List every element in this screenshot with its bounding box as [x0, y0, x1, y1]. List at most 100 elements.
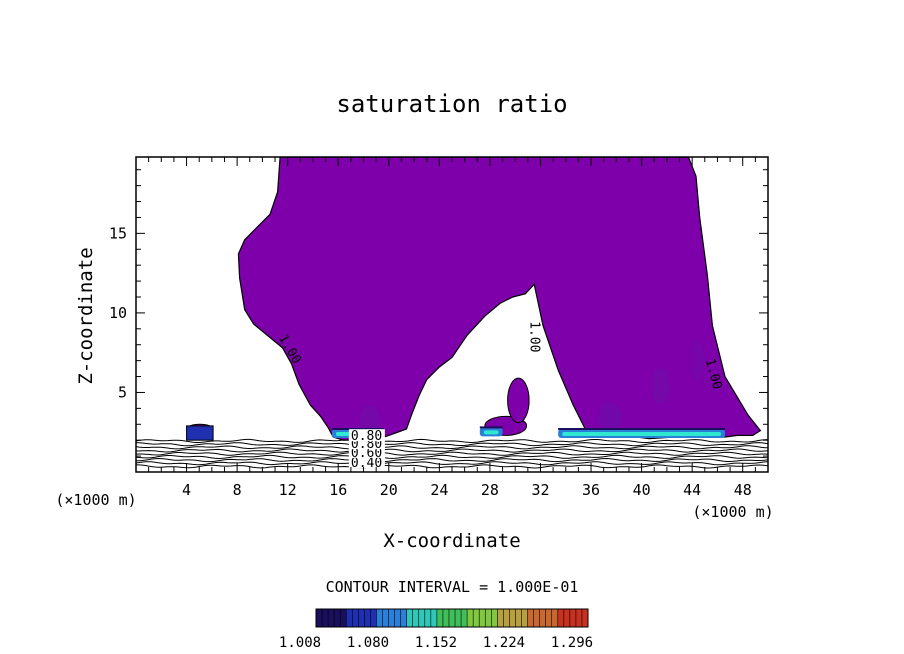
- x-tick-label-4: 4: [182, 481, 191, 499]
- plot-inner: 0.400.600.800.801.00 1.001.00: [136, 157, 768, 471]
- high-ratio-edge-0: [331, 428, 384, 430]
- colorbar-cell-29: [491, 609, 498, 627]
- inner-shade-2: [651, 368, 670, 405]
- x-tick-label-44: 44: [683, 481, 701, 499]
- colorbar-cell-37: [539, 609, 547, 627]
- x-unit-left: (×1000 m): [55, 491, 136, 509]
- colorbar-cell-43: [575, 609, 583, 627]
- colorbar-cell-13: [394, 609, 402, 627]
- colorbar: 1.008 1.080 1.152 1.224 1.296: [279, 608, 593, 651]
- saturated-region: [237, 157, 762, 441]
- colorbar-cell-40: [557, 609, 565, 627]
- colorbar-cell-21: [442, 609, 450, 627]
- colorbar-cell-15: [406, 609, 414, 627]
- chart-title: saturation ratio: [336, 90, 567, 118]
- low-contour-line-6: [136, 457, 768, 463]
- colorbar-label-1: 1.080: [347, 635, 389, 651]
- y-tick-label-5: 5: [118, 383, 127, 401]
- contour-label-bg-0: [348, 456, 385, 469]
- colorbar-cell-34: [521, 609, 529, 627]
- colorbar-cell-30: [497, 609, 504, 627]
- low-contour-line-4: [136, 451, 768, 456]
- x-tick-label-36: 36: [582, 481, 600, 499]
- x-tick-label-24: 24: [430, 481, 448, 499]
- cloud-cell-2: [507, 377, 530, 424]
- low-contour-line-2: [136, 445, 768, 450]
- colorbar-label-4: 1.296: [551, 635, 593, 651]
- blue-cell: [186, 425, 214, 441]
- colorbar-label-0: 1.008: [279, 635, 321, 651]
- colorbar-cell-3: [334, 609, 341, 627]
- colorbar-cell-16: [412, 609, 420, 627]
- colorbar-cell-7: [358, 609, 365, 627]
- low-contour-line-1: [136, 442, 768, 447]
- colorbar-cell-1: [322, 609, 329, 627]
- colorbar-label-3: 1.224: [483, 635, 525, 651]
- high-ratio-core-2: [562, 432, 722, 436]
- contour-label-3: 0.80: [351, 429, 382, 444]
- x-tick-label-28: 28: [481, 481, 499, 499]
- colorbar-cell-14: [400, 609, 408, 627]
- colorbar-cell-9: [370, 609, 377, 627]
- x-tick-label-16: 16: [329, 481, 347, 499]
- colorbar-cell-8: [364, 609, 371, 627]
- low-contour-line-3: [136, 448, 768, 453]
- inner-shade-1: [598, 402, 622, 431]
- colorbar-cell-10: [376, 609, 383, 627]
- colorbar-cell-27: [479, 609, 486, 627]
- x-tick-label-40: 40: [633, 481, 651, 499]
- low-contour-line-0: [136, 438, 768, 444]
- colorbar-cell-26: [473, 609, 480, 627]
- colorbar-cell-23: [455, 609, 462, 627]
- colorbar-cell-35: [527, 609, 535, 627]
- colorbar-cell-2: [328, 609, 335, 627]
- colorbar-cell-33: [515, 609, 523, 627]
- colorbar-cell-24: [461, 609, 468, 627]
- x-tick-label-48: 48: [734, 481, 752, 499]
- colorbar-cell-5: [346, 609, 353, 627]
- plot-area: 0.400.600.800.801.00 1.001.004 8 12 16 20 24 28…: [109, 156, 769, 499]
- colorbar-cell-44: [581, 609, 589, 627]
- low-contour-line-5: [136, 454, 768, 460]
- colorbar-cell-42: [569, 609, 577, 627]
- colorbar-frame: [315, 608, 589, 628]
- x-unit-right: (×1000 m): [692, 503, 773, 521]
- colorbar-cell-20: [436, 609, 444, 627]
- colorbar-cell-31: [503, 609, 510, 627]
- colorbar-label-2: 1.152: [415, 635, 457, 651]
- contour-label-0: 0.40: [351, 456, 382, 471]
- low-contour-line-8: [136, 464, 768, 469]
- colorbar-cell-6: [352, 609, 359, 627]
- low-contour-line-7: [136, 461, 768, 466]
- colorbar-cell-18: [424, 609, 432, 627]
- colorbar-cell-38: [545, 609, 553, 627]
- y-axis-label: Z-coordinate: [75, 247, 97, 384]
- colorbar-cell-11: [382, 609, 390, 627]
- y-tick-label-10: 10: [109, 304, 127, 322]
- x-tick-label-32: 32: [531, 481, 549, 499]
- colorbar-cell-25: [467, 609, 474, 627]
- colorbar-cell-22: [448, 609, 456, 627]
- colorbar-cell-0: [316, 609, 323, 627]
- y-tick-label-15: 15: [109, 224, 127, 242]
- colorbar-cell-36: [533, 609, 541, 627]
- colorbar-cell-41: [563, 609, 571, 627]
- x-tick-label-8: 8: [233, 481, 242, 499]
- x-tick-label-12: 12: [279, 481, 297, 499]
- contour-interval-label: CONTOUR INTERVAL = 1.000E-01: [326, 578, 579, 596]
- x-tick-label-20: 20: [380, 481, 398, 499]
- colorbar-cell-4: [340, 609, 347, 627]
- colorbar-cell-32: [509, 609, 516, 627]
- high-ratio-edge-1: [479, 426, 503, 429]
- high-ratio-core-1: [483, 430, 499, 435]
- colorbar-cell-28: [485, 609, 492, 627]
- colorbar-cell-12: [388, 609, 396, 627]
- inner-shade-3: [690, 340, 705, 381]
- colorbar-cell-19: [430, 609, 438, 627]
- high-ratio-edge-2: [558, 428, 726, 430]
- colorbar-cell-39: [551, 609, 559, 627]
- x-axis-label: X-coordinate: [383, 530, 520, 552]
- contour-label-1: 0.60: [351, 446, 382, 461]
- contour-label-bg-3: [348, 429, 385, 442]
